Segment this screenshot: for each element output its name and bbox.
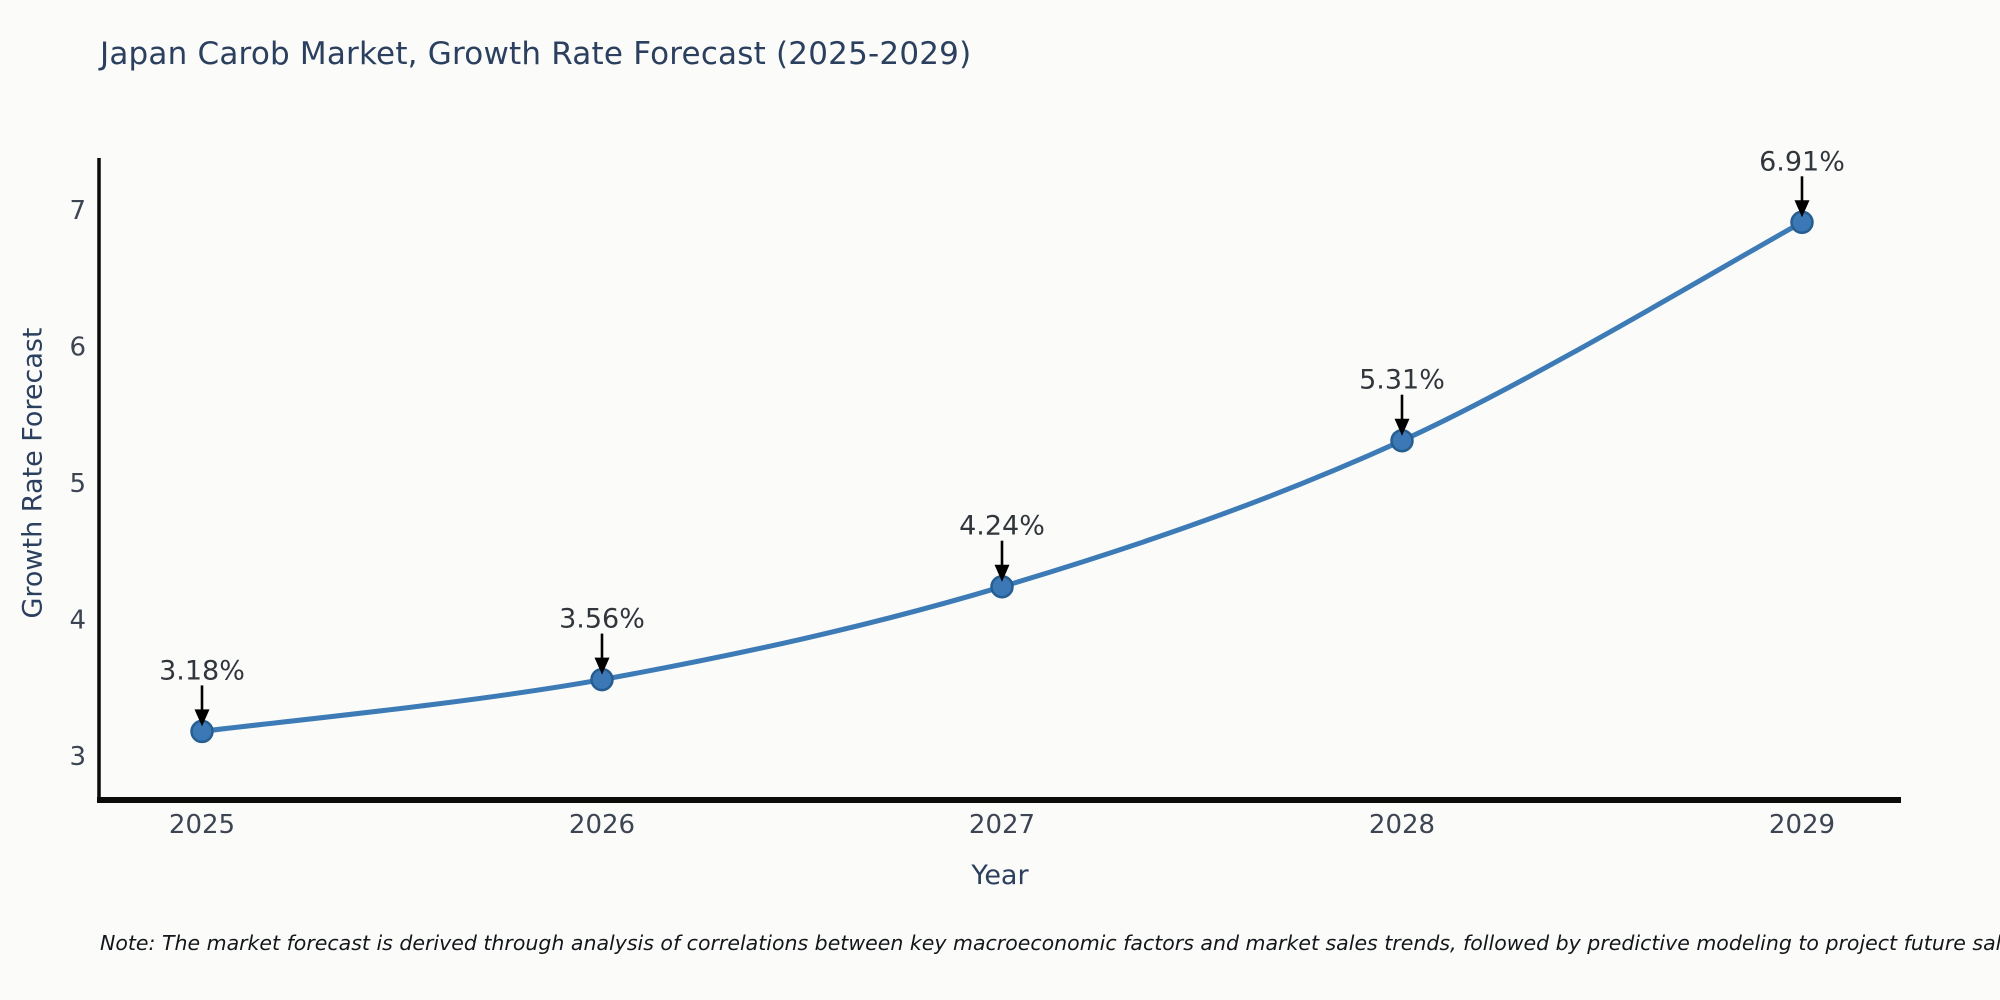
point-value-label: 6.91% xyxy=(1759,146,1845,177)
point-value-label: 5.31% xyxy=(1359,365,1445,396)
x-tick-label: 2028 xyxy=(1369,810,1435,840)
chart-title: Japan Carob Market, Growth Rate Forecast… xyxy=(100,36,972,72)
footnote: Note: The market forecast is derived thr… xyxy=(100,931,2000,955)
y-tick-label: 5 xyxy=(69,469,86,499)
point-value-label: 4.24% xyxy=(959,511,1045,542)
x-axis-title: Year xyxy=(971,860,1029,891)
y-tick-label: 3 xyxy=(69,742,86,772)
x-tick-label: 2025 xyxy=(169,810,235,840)
y-tick-label: 4 xyxy=(69,606,86,636)
annotation-arrow-head-icon xyxy=(1794,200,1810,218)
annotation-arrow-head-icon xyxy=(994,564,1010,582)
annotation-arrow-head-icon xyxy=(1394,418,1410,436)
y-tick-label: 6 xyxy=(69,333,86,363)
point-value-label: 3.56% xyxy=(559,604,645,635)
annotation-arrow-head-icon xyxy=(594,657,610,675)
point-value-label: 3.18% xyxy=(159,655,245,686)
x-tick-label: 2026 xyxy=(569,810,635,840)
x-tick-label: 2027 xyxy=(969,810,1035,840)
annotation-arrow-head-icon xyxy=(194,709,210,727)
x-tick-label: 2029 xyxy=(1769,810,1835,840)
y-tick-label: 7 xyxy=(69,196,86,226)
forecast-line xyxy=(199,219,1805,734)
